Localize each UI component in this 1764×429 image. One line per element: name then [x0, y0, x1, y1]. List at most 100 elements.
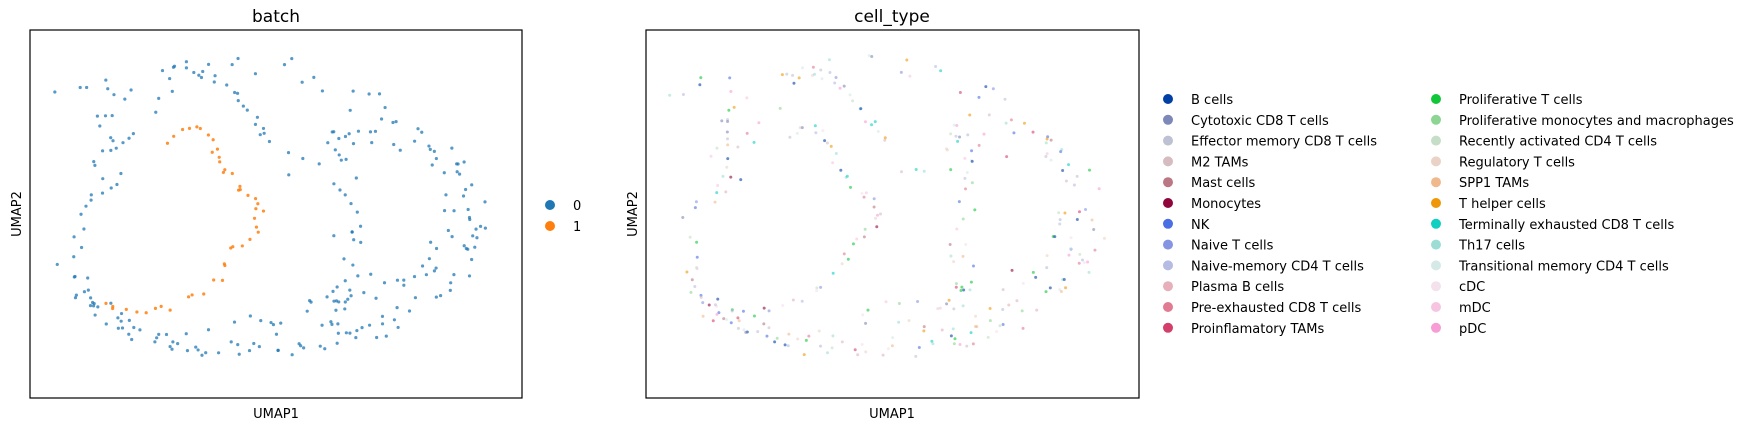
scatter-point: [698, 83, 702, 87]
scatter-point: [369, 272, 373, 276]
scatter-point: [834, 151, 838, 155]
legend-label: Transitional memory CD4 T cells: [1458, 259, 1669, 274]
scatter-point: [391, 120, 395, 125]
scatter-point: [767, 309, 771, 313]
scatter-point: [85, 85, 89, 90]
scatter-point: [727, 108, 731, 112]
scatter-point: [717, 311, 721, 315]
scatter-point: [846, 257, 850, 261]
scatter-point: [355, 328, 359, 333]
legend-marker: [1163, 302, 1173, 312]
scatter-point: [787, 332, 791, 336]
scatter-point: [395, 306, 399, 310]
scatter-point: [256, 230, 260, 234]
scatter-point: [120, 326, 125, 330]
scatter-point: [240, 244, 244, 248]
scatter-point: [1046, 135, 1050, 139]
legend-item: Monocytes: [1163, 197, 1261, 212]
scatter-point: [110, 113, 114, 118]
scatter-point: [958, 91, 962, 95]
scatter-point: [359, 240, 363, 244]
scatter-point: [883, 138, 887, 142]
scatter-point: [192, 70, 196, 75]
scatter-point: [104, 322, 108, 326]
scatter-point: [213, 74, 217, 78]
scatter-point: [694, 200, 698, 204]
scatter-point: [736, 145, 740, 149]
legend-label: Proliferative T cells: [1459, 93, 1583, 108]
scatter-point: [253, 197, 258, 201]
scatter-point: [958, 343, 962, 347]
scatter-point: [470, 257, 474, 262]
scatter-point: [870, 123, 874, 127]
scatter-point: [668, 93, 672, 97]
scatter-point: [959, 288, 963, 292]
scatter-point: [1001, 288, 1005, 292]
legend-marker: [1163, 218, 1173, 229]
legend-item: Th17 cells: [1431, 239, 1525, 254]
scatter-point: [1009, 118, 1013, 122]
scatter-point: [872, 205, 876, 209]
scatter-point: [428, 147, 432, 151]
scatter-point: [413, 296, 418, 300]
legend-item: Terminally exhausted CD8 T cells: [1431, 218, 1674, 233]
scatter-point: [875, 225, 879, 229]
scatter-point: [116, 326, 120, 330]
x-axis-label: UMAP1: [253, 407, 299, 422]
scatter-point: [121, 141, 125, 145]
scatter-point: [464, 187, 468, 192]
legend-label: Plasma B cells: [1191, 280, 1284, 295]
scatter-point: [964, 242, 968, 246]
scatter-point: [1003, 97, 1007, 101]
scatter-point: [236, 56, 240, 61]
legend-marker: [1431, 218, 1441, 229]
scatter-point: [343, 307, 347, 311]
scatter-point: [190, 293, 194, 297]
scatter-point: [279, 321, 283, 325]
scatter-point: [821, 129, 825, 133]
scatter-point: [229, 340, 233, 344]
scatter-point: [159, 304, 163, 308]
scatter-point: [168, 308, 172, 312]
legend-marker: [1431, 281, 1441, 292]
scatter-point: [866, 308, 870, 312]
scatter-point: [55, 262, 59, 267]
scatter-point: [845, 174, 849, 178]
scatter-point: [945, 302, 949, 306]
scatter-point: [849, 185, 853, 189]
scatter-point: [256, 202, 260, 206]
scatter-point: [245, 108, 249, 112]
scatter-point: [1021, 326, 1025, 330]
scatter-point: [220, 278, 225, 282]
scatter-point: [867, 54, 871, 58]
scatter-point: [116, 316, 120, 320]
scatter-point: [212, 278, 216, 282]
scatter-point: [1061, 169, 1065, 173]
scatter-point: [752, 314, 756, 318]
scatter-point: [802, 353, 806, 357]
scatter-point: [212, 80, 216, 84]
plot-frame: [645, 29, 1140, 399]
legend-marker: [1163, 135, 1173, 146]
scatter-point: [1031, 130, 1035, 134]
scatter-point: [184, 332, 188, 336]
scatter-point: [860, 343, 864, 347]
scatter-point: [1001, 322, 1005, 326]
scatter-point: [876, 213, 880, 217]
scatter-point: [338, 188, 342, 192]
scatter-point: [977, 143, 981, 147]
scatter-point: [119, 311, 124, 316]
scatter-point: [873, 120, 877, 124]
scatter-point: [1078, 252, 1082, 256]
scatter-point: [483, 226, 487, 230]
scatter-point: [1075, 174, 1079, 178]
scatter-point: [709, 154, 713, 158]
scatter-point: [186, 295, 191, 299]
scatter-point: [111, 304, 115, 309]
scatter-point: [429, 240, 433, 244]
scatter-point: [449, 281, 453, 285]
scatter-point: [716, 183, 720, 187]
scatter-point: [1015, 299, 1019, 303]
scatter-point: [157, 332, 161, 336]
scatter-point: [938, 306, 942, 310]
